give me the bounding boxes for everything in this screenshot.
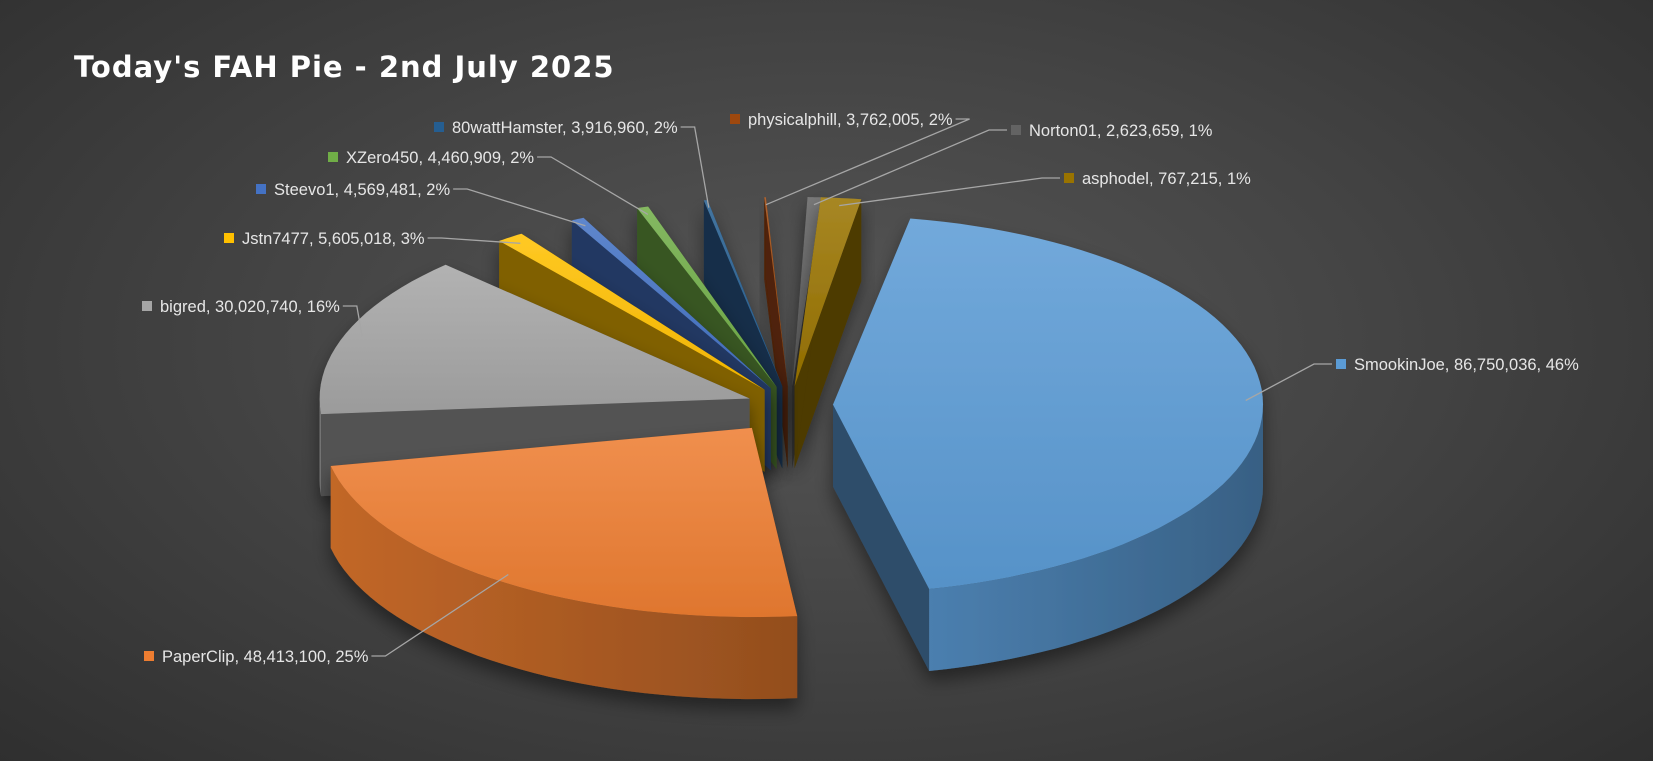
- slice-top-face: [703, 200, 783, 387]
- leader-line: [1245, 363, 1332, 402]
- data-label-steevo1: Steevo1, 4,569,481, 2%: [256, 181, 586, 227]
- slice-top-face: [571, 217, 771, 389]
- slice-rim: [929, 404, 1263, 671]
- legend-key-swatch: [1011, 125, 1021, 135]
- data-label-norton01: Norton01, 2,623,659, 1%: [813, 122, 1213, 206]
- legend-key-swatch: [328, 152, 338, 162]
- data-label-xzero450: XZero450, 4,460,909, 2%: [328, 149, 649, 215]
- slice-top-face: [794, 197, 862, 387]
- leader-line: [427, 237, 521, 244]
- pie-slice-paperclip: [330, 427, 798, 700]
- slice-top-face: [637, 206, 777, 387]
- legend-key-swatch: [1336, 359, 1346, 369]
- pie-slice-bigred: [319, 264, 750, 497]
- slice-top-face: [319, 264, 750, 415]
- slice-top-face: [330, 427, 798, 618]
- data-label-paperclip: PaperClip, 48,413,100, 25%: [144, 573, 509, 666]
- legend-key-swatch: [256, 184, 266, 194]
- slice-top-face: [833, 218, 1263, 589]
- leader-line: [839, 177, 1060, 207]
- leader-line: [342, 305, 363, 337]
- leader-line: [765, 118, 970, 206]
- leader-line: [813, 129, 1007, 206]
- data-label-jstn7477: Jstn7477, 5,605,018, 3%: [224, 230, 521, 248]
- leader-line: [537, 156, 649, 215]
- data-labels: SmookinJoe, 86,750,036, 46% PaperClip, 48…: [142, 111, 1579, 666]
- data-label-text: XZero450, 4,460,909, 2%: [346, 149, 534, 167]
- slice-side-face: [794, 199, 862, 469]
- data-label-physicalphill: physicalphill, 3,762,005, 2%: [730, 111, 970, 206]
- slice-top-face: [499, 233, 765, 390]
- slice-top-face: [764, 197, 788, 387]
- data-label-text: 80wattHamster, 3,916,960, 2%: [452, 119, 678, 137]
- data-label-text: physicalphill, 3,762,005, 2%: [748, 111, 953, 129]
- data-label-text: SmookinJoe, 86,750,036, 46%: [1354, 356, 1579, 374]
- data-label-bigred: bigred, 30,020,740, 16%: [142, 298, 363, 337]
- legend-key-swatch: [434, 122, 444, 132]
- pie-slice-asphodel: [794, 197, 862, 469]
- leader-line: [680, 126, 710, 208]
- slice-side-face: [833, 404, 930, 671]
- data-label-text: bigred, 30,020,740, 16%: [160, 298, 340, 316]
- data-label-text: asphodel, 767,215, 1%: [1082, 170, 1251, 188]
- data-label-text: PaperClip, 48,413,100, 25%: [162, 648, 369, 666]
- legend-key-swatch: [224, 233, 234, 243]
- slice-rim: [319, 398, 322, 497]
- data-label-smookinjoe: SmookinJoe, 86,750,036, 46%: [1245, 356, 1579, 402]
- data-label-asphodel: asphodel, 767,215, 1%: [839, 170, 1251, 207]
- data-label-text: Steevo1, 4,569,481, 2%: [274, 181, 450, 199]
- pie-slices: [319, 197, 1263, 700]
- slice-rim: [330, 466, 798, 700]
- chart-title: Today's FAH Pie - 2nd July 2025: [74, 50, 615, 84]
- pie-slice-smookinjoe: [833, 218, 1263, 671]
- leader-line: [371, 573, 509, 657]
- legend-key-swatch: [730, 114, 740, 124]
- data-label-80watthamster: 80wattHamster, 3,916,960, 2%: [434, 119, 710, 208]
- data-label-text: Jstn7477, 5,605,018, 3%: [242, 230, 425, 248]
- legend-key-swatch: [142, 301, 152, 311]
- legend-key-swatch: [144, 651, 154, 661]
- legend-key-swatch: [1064, 173, 1074, 183]
- data-label-text: Norton01, 2,623,659, 1%: [1029, 122, 1213, 140]
- leader-line: [453, 188, 586, 227]
